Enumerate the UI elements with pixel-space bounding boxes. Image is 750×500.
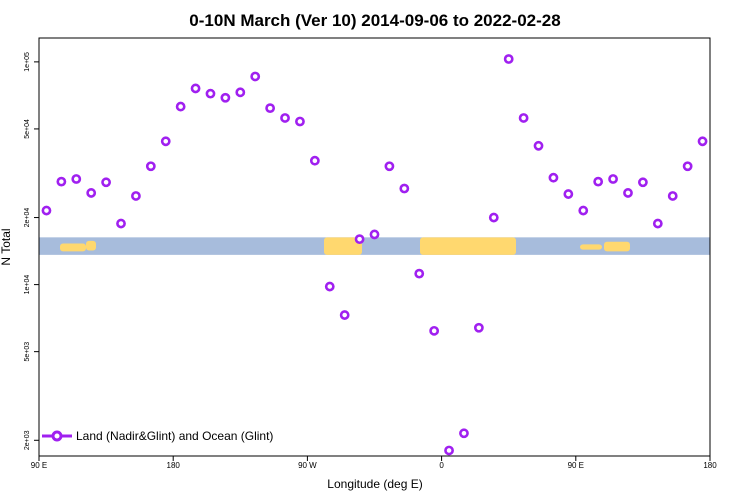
- data-point: [518, 113, 529, 123]
- y-tick-label: 1e+05: [24, 52, 31, 72]
- y-axis: 2e+03 5e+03 1e+04 2e+04 5e+04 1e+05: [24, 52, 39, 450]
- chart-title: 0-10N March (Ver 10) 2014-09-06 to 2022-…: [189, 11, 560, 30]
- data-point: [667, 191, 678, 201]
- data-point: [101, 177, 111, 188]
- x-axis: 90 E 180 90 W 0 90 E 180: [31, 456, 717, 470]
- data-point: [399, 183, 410, 194]
- land-mass-2: [60, 243, 86, 252]
- data-point: [369, 229, 380, 240]
- data-point: [608, 174, 618, 184]
- world-map-band: [39, 237, 710, 255]
- x-tick-label: 180: [167, 461, 181, 470]
- data-point: [473, 322, 484, 333]
- data-point: [578, 205, 589, 216]
- data-point: [324, 281, 335, 292]
- ocean-band: [39, 237, 710, 255]
- land-mass-4: [580, 244, 602, 250]
- land-mass-0: [324, 237, 362, 255]
- legend-label: Land (Nadir&Glint) and Ocean (Glint): [76, 429, 273, 443]
- y-tick-label: 2e+03: [24, 430, 31, 450]
- data-point: [488, 212, 499, 223]
- data-point: [41, 205, 52, 216]
- land-mass-3: [86, 240, 96, 251]
- x-tick-label: 90 E: [568, 461, 584, 470]
- data-point: [638, 177, 648, 188]
- data-point: [623, 188, 633, 198]
- data-point: [131, 191, 141, 201]
- data-point: [533, 140, 544, 151]
- data-point: [429, 325, 440, 336]
- data-point: [414, 268, 425, 279]
- data-points: [41, 54, 708, 456]
- data-point: [71, 174, 82, 184]
- data-point: [503, 54, 514, 64]
- data-point: [652, 218, 663, 229]
- data-point: [563, 189, 574, 199]
- data-point: [548, 172, 559, 183]
- data-point: [56, 176, 67, 187]
- data-point: [295, 116, 305, 127]
- land-mass-5: [604, 241, 630, 252]
- plot-area: [38, 37, 711, 457]
- data-point: [384, 161, 395, 172]
- data-point: [444, 445, 454, 456]
- data-point: [459, 428, 469, 439]
- y-tick-label: 1e+04: [24, 275, 31, 295]
- data-point: [354, 234, 365, 245]
- data-point: [86, 188, 97, 198]
- x-tick-label: 90 W: [298, 461, 317, 470]
- data-point: [220, 92, 231, 103]
- y-tick-label: 5e+04: [24, 119, 31, 139]
- plot-frame: [38, 37, 711, 457]
- data-point: [175, 101, 186, 112]
- data-point: [205, 88, 216, 99]
- legend-marker-swatch: [51, 430, 63, 442]
- y-tick-label: 2e+04: [24, 208, 31, 228]
- x-axis-label: Longitude (deg E): [327, 477, 422, 491]
- data-point: [339, 310, 350, 320]
- land-mass-1: [420, 237, 516, 255]
- data-point: [190, 83, 201, 94]
- data-point: [593, 176, 604, 187]
- y-tick-label: 5e+03: [24, 342, 31, 362]
- data-point: [682, 161, 693, 172]
- y-axis-label: N Total: [0, 228, 13, 265]
- x-tick-label: 0: [439, 461, 444, 470]
- data-point: [160, 136, 171, 147]
- data-point: [116, 218, 126, 229]
- x-tick-label: 180: [703, 461, 717, 470]
- data-point: [280, 113, 290, 123]
- legend: Land (Nadir&Glint) and Ocean (Glint): [42, 429, 273, 443]
- data-point: [309, 155, 320, 166]
- data-point: [265, 103, 276, 114]
- data-point: [697, 136, 708, 147]
- data-point: [235, 87, 246, 98]
- data-point: [250, 71, 261, 82]
- data-point: [145, 161, 156, 172]
- x-tick-label: 90 E: [31, 461, 47, 470]
